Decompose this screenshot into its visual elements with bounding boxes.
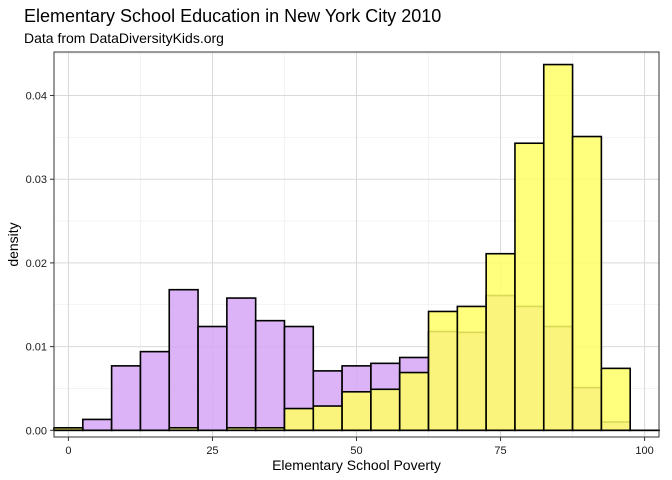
x-tick-label: 50	[350, 445, 362, 457]
histogram-bar	[456, 305, 487, 432]
histogram-bar	[254, 426, 286, 432]
histogram-bar	[514, 142, 545, 432]
x-tick-label: 75	[494, 445, 506, 457]
y-axis: 0.00 0.01 0.02 0.03 0.04	[26, 91, 54, 437]
histogram-bar	[370, 388, 401, 432]
histogram-bar	[168, 288, 199, 432]
histogram-bar	[485, 252, 516, 432]
histogram-bar	[341, 391, 372, 432]
y-tick-label: 0.01	[26, 342, 47, 354]
chart-title: Elementary School Education in New York …	[24, 6, 441, 26]
histogram-bar	[254, 319, 286, 432]
y-axis-label: density	[5, 222, 21, 266]
histogram-bar	[600, 367, 631, 432]
x-axis-label: Elementary School Poverty	[272, 457, 441, 473]
histogram-bar	[427, 310, 459, 432]
histogram-bar	[139, 350, 171, 432]
histogram-bar	[398, 371, 430, 432]
x-tick-label: 0	[65, 445, 71, 457]
histogram-bar	[312, 405, 343, 432]
x-tick-label: 100	[635, 445, 653, 457]
histogram-bar	[542, 63, 574, 432]
histogram-bar	[82, 418, 113, 432]
y-tick-label: 0.00	[26, 425, 47, 437]
y-tick-label: 0.03	[26, 174, 47, 186]
histogram-bar	[168, 426, 199, 432]
x-tick-label: 25	[206, 445, 218, 457]
y-tick-label: 0.02	[26, 258, 47, 270]
histogram-bar	[197, 325, 228, 432]
histogram-bar	[283, 407, 315, 432]
chart-subtitle: Data from DataDiversityKids.org	[24, 30, 224, 46]
histogram-bar	[571, 135, 603, 432]
histogram-bar	[53, 426, 84, 432]
x-axis: 0 25 50 75 100	[65, 437, 654, 457]
y-tick-label: 0.04	[26, 91, 47, 103]
histogram-bar	[226, 297, 257, 432]
bars	[53, 63, 660, 432]
histogram-bar	[110, 365, 142, 432]
histogram-bar	[226, 426, 257, 432]
